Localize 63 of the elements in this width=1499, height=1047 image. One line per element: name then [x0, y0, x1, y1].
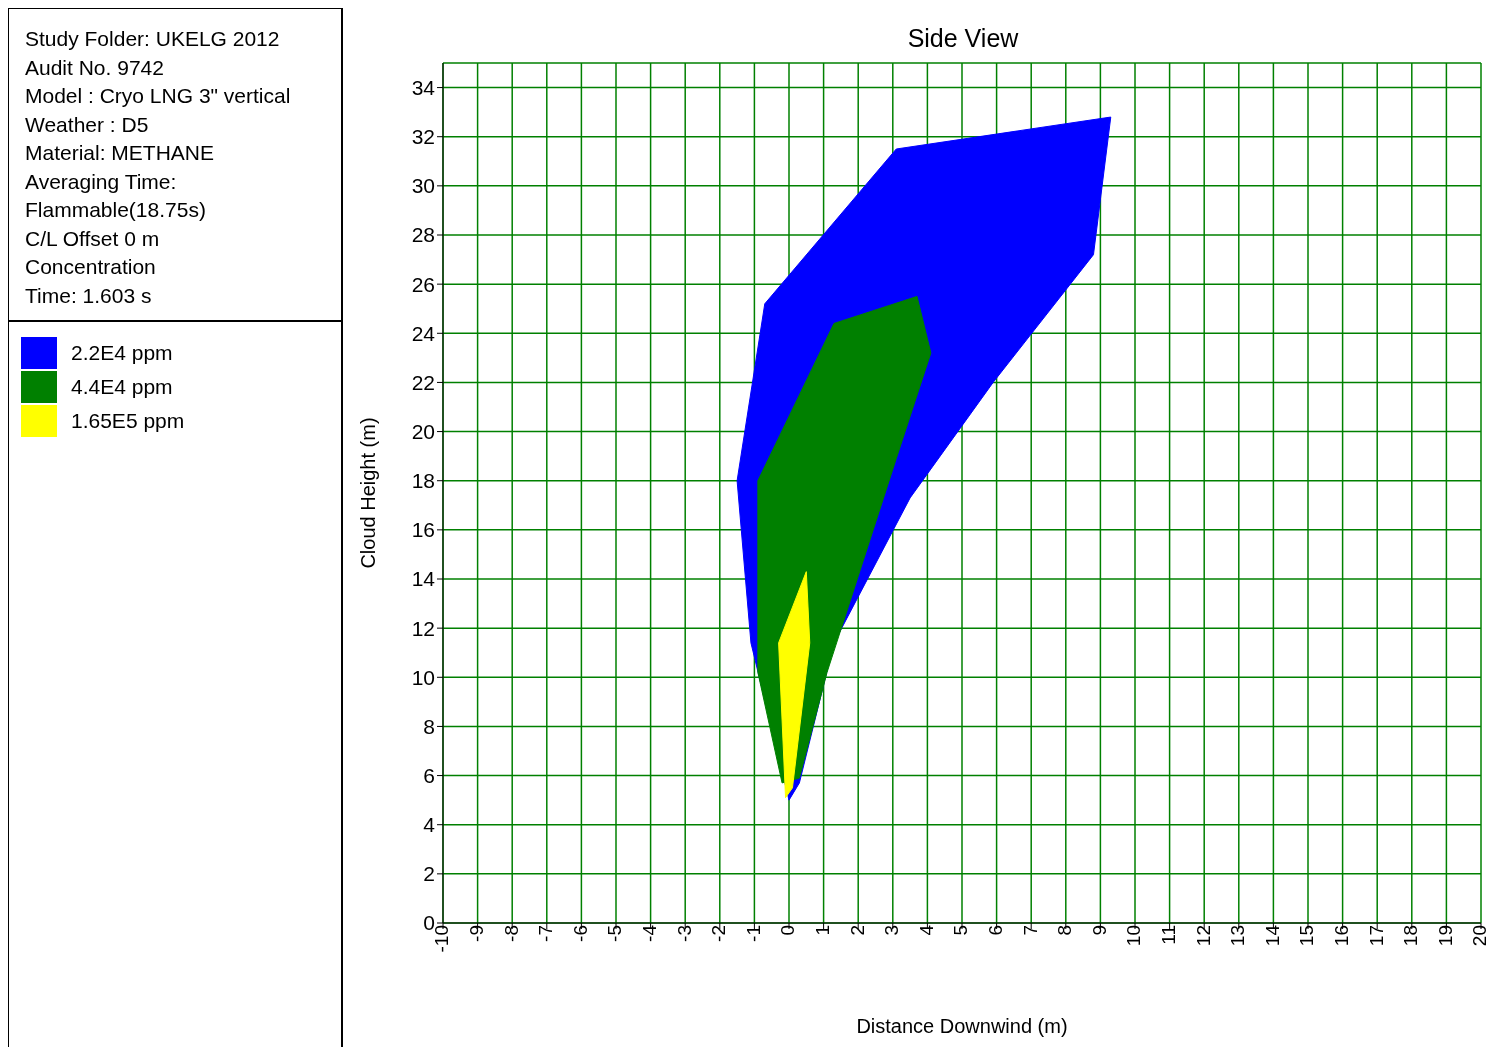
y-tick-label: 20: [411, 420, 435, 444]
x-tick-label: -8: [500, 925, 522, 942]
y-tick-label: 26: [411, 272, 435, 296]
x-tick-label: -5: [604, 925, 626, 942]
x-tick-label: 11: [1158, 925, 1180, 945]
text: Weather : D5: [25, 111, 150, 138]
y-tick-label: 14: [411, 567, 436, 591]
x-tick-label: 0: [777, 925, 799, 936]
y-tick-label: 12: [411, 616, 435, 640]
y-tick-label: 32: [411, 125, 435, 149]
x-tick-label: 13: [1227, 925, 1249, 947]
text: Audit No. 9742: [25, 54, 165, 81]
text: Material: METHANE: [25, 140, 216, 166]
x-tick-label: 18: [1400, 925, 1422, 947]
x-tick-label: 6: [985, 925, 1007, 936]
text: Concentration: [25, 254, 157, 280]
y-axis-title: Cloud Height (m): [357, 417, 380, 569]
x-tick-label: 5: [950, 925, 972, 936]
chart-title: Side View: [906, 24, 1020, 53]
x-tick-label: 3: [881, 925, 903, 936]
legend-label: 2.2E4 ppm: [71, 341, 173, 365]
x-tick-label: -3: [673, 925, 695, 942]
x-tick-label: 9: [1088, 925, 1110, 936]
y-tick-label: 30: [411, 174, 435, 198]
x-tick-label: -2: [708, 925, 730, 942]
legend-label: 4.4E4 ppm: [71, 375, 173, 399]
text: Model : Cryo LNG 3" vertical: [25, 83, 292, 109]
y-tick-label: 4: [423, 813, 436, 837]
x-tick-label: 17: [1365, 925, 1387, 947]
text: Flammable(18.75s): [25, 197, 207, 223]
x-tick-label: 2: [846, 925, 868, 936]
text: Time: 1.603 s: [25, 282, 153, 309]
y-tick-label: 2: [423, 862, 435, 886]
x-tick-label: 10: [1123, 925, 1145, 947]
y-tick-label: 10: [411, 665, 435, 689]
x-tick-label: -9: [466, 925, 488, 942]
x-tick-label: 4: [915, 924, 937, 936]
x-tick-label: -1: [742, 925, 764, 942]
x-tick-label: 8: [1054, 925, 1076, 936]
y-tick-label: 6: [423, 764, 435, 788]
text: Study Folder: UKELG 2012: [25, 26, 281, 52]
text: C/L Offset 0 m: [25, 225, 161, 252]
y-tick-label: 28: [411, 223, 435, 247]
y-tick-label: 8: [423, 714, 435, 738]
x-tick-label: 1: [812, 925, 834, 936]
y-tick-label: 22: [411, 370, 435, 394]
x-tick-label: 14: [1261, 924, 1283, 947]
y-tick-label: 34: [411, 76, 436, 100]
x-tick-label: -6: [569, 925, 591, 942]
x-axis-title: Distance Downwind (m): [856, 1015, 1068, 1037]
x-tick-label: -7: [535, 925, 557, 942]
y-tick-label: 16: [411, 518, 435, 542]
y-tick-label: 18: [411, 469, 435, 493]
y-tick-label: 24: [411, 321, 436, 345]
x-tick-label: 19: [1434, 925, 1456, 947]
x-tick-label: 20: [1469, 925, 1491, 947]
x-tick-label: 7: [1019, 925, 1041, 936]
text: Averaging Time:: [25, 168, 178, 195]
x-tick-label: -4: [639, 924, 661, 942]
x-tick-label: 16: [1331, 925, 1353, 947]
x-tick-label: 15: [1296, 925, 1318, 947]
x-tick-label: 12: [1192, 925, 1214, 947]
legend-label: 1.65E5 ppm: [71, 409, 185, 433]
